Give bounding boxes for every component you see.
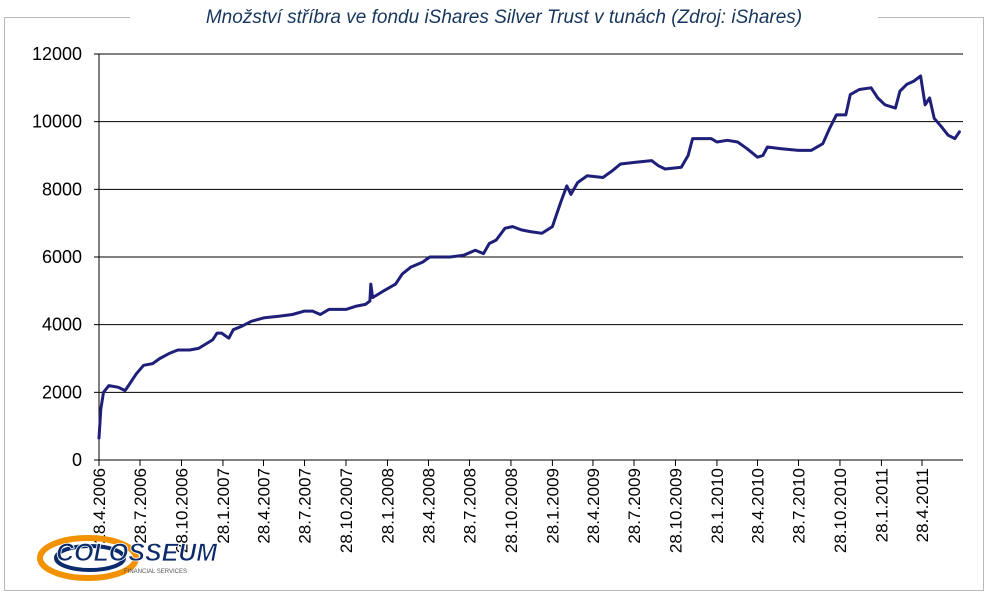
y-tick-label: 4000 <box>42 315 82 335</box>
x-tick-label: 28.1.2011 <box>872 468 891 542</box>
colosseum-logo: COLOSSEUM FINANCIAL SERVICES <box>37 535 219 581</box>
x-tick-label: 28.1.2010 <box>708 468 727 544</box>
x-tick-label: 28.1.2009 <box>543 468 562 544</box>
y-tick-label: 12000 <box>32 44 82 64</box>
x-tick-label: 28.10.2009 <box>666 468 685 553</box>
chart-title: Množství stříbra ve fondu iShares Silver… <box>130 6 878 30</box>
series-line <box>97 74 961 440</box>
x-tick-label: 28.7.2008 <box>460 468 479 544</box>
x-tick-label: 28.7.2007 <box>296 468 315 544</box>
x-tick-label: 28.7.2010 <box>789 468 808 544</box>
x-tick-label: 28.10.2006 <box>172 468 191 553</box>
x-tick-label: 28.4.2010 <box>748 468 767 544</box>
y-tick-label: 10000 <box>32 112 82 132</box>
y-tick-label: 8000 <box>42 179 82 199</box>
y-tick-label: 6000 <box>42 247 82 267</box>
x-tick-label: 28.1.2007 <box>214 468 233 544</box>
x-tick-label: 28.4.2011 <box>913 468 932 542</box>
x-tick-label: 28.1.2008 <box>378 468 397 544</box>
y-tick-label: 2000 <box>42 382 82 402</box>
x-tick-label: 28.4.2007 <box>255 468 274 544</box>
logo-tagline: FINANCIAL SERVICES <box>124 569 187 575</box>
x-tick-label: 28.4.2009 <box>584 468 603 544</box>
x-tick-label: 28.10.2008 <box>502 468 521 553</box>
y-tick-label: 0 <box>72 450 82 470</box>
x-tick-label: 28.4.2006 <box>90 468 109 544</box>
x-tick-label: 28.10.2007 <box>337 468 356 553</box>
x-tick-label: 28.7.2006 <box>131 468 150 544</box>
logo-text: COLOSSEUM <box>56 539 218 567</box>
x-tick-label: 28.7.2009 <box>625 468 644 544</box>
x-tick-label: 28.4.2008 <box>419 468 438 544</box>
x-tick-label: 28.10.2010 <box>831 468 850 553</box>
